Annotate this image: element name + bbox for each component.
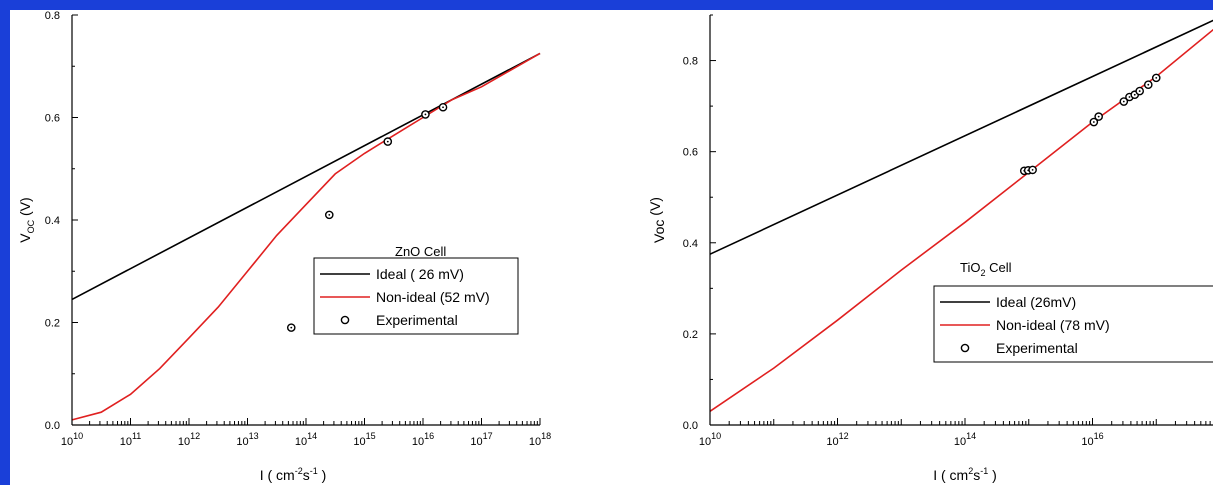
legend-label-2: Non-ideal (78 mV) — [996, 317, 1110, 333]
x-tick-label: 1014 — [954, 431, 976, 448]
x-tick-label: 1018 — [529, 431, 551, 448]
y-tick-label: 0.6 — [683, 147, 698, 159]
data-point-center — [424, 113, 427, 116]
legend-label-1: Ideal ( 26 mV) — [376, 266, 464, 282]
chart-panel-1: 0.0 0.2 0.4 0.6 0.8 1010 1011 1012 1013 1014 1015 1… — [17, 10, 551, 483]
legend-label-2: Non-ideal (52 mV) — [376, 289, 490, 305]
x-tick-label: 1012 — [178, 431, 200, 448]
legend-label-1: Ideal (26mV) — [996, 294, 1076, 310]
y-tick-label: 0.0 — [683, 420, 698, 432]
y-tick-label: 0.2 — [45, 318, 60, 330]
x-tick-label: 1017 — [470, 431, 492, 448]
data-point-center — [328, 213, 331, 216]
legend-label-3: Experimental — [996, 340, 1078, 356]
data-point-center — [442, 106, 444, 109]
legend-label-3: Experimental — [376, 312, 458, 328]
legend: Ideal (26mV) Non-ideal (78 mV) Experimenta… — [933, 285, 1213, 363]
y-axis-label: VOC (V) — [17, 197, 36, 242]
figure-frame: 0.0 0.2 0.4 0.6 0.8 1010 1011 1012 1013 1014 1015 1… — [10, 10, 1213, 485]
data-point-center — [386, 140, 389, 143]
y-tick-label: 0.4 — [683, 238, 698, 250]
chart-panel-2: 0.00.20.40.60.8101010121014101610I ( cm2… — [647, 14, 1213, 483]
series-line-2 — [71, 52, 541, 421]
cell-annotation: TiO2 Cell — [960, 260, 1012, 278]
data-point-center — [1092, 121, 1095, 123]
x-tick-label: 1014 — [295, 431, 317, 448]
x-axis-label: I ( cm-2s-1 ) — [260, 466, 327, 483]
x-tick-label: 1016 — [1081, 431, 1103, 448]
series-line-1 — [71, 52, 541, 301]
x-axis-label: I ( cm2s-1 ) — [933, 466, 997, 483]
y-tick-label: 0.2 — [683, 329, 698, 341]
legend-marker — [340, 315, 350, 325]
legend-box — [933, 285, 1213, 363]
data-point-center — [290, 326, 293, 329]
figure-canvas: 0.0 0.2 0.4 0.6 0.8 1010 1011 1012 1013 1014 1015 1… — [17, 10, 1213, 483]
legend-marker — [960, 343, 970, 353]
x-tick-label: 1010 — [699, 431, 721, 448]
series-line-1 — [709, 19, 1213, 255]
data-point-center — [1138, 90, 1141, 92]
data-point-center — [1128, 96, 1131, 98]
data-point-center — [1147, 83, 1150, 86]
data-point-center — [1133, 93, 1136, 96]
y-tick-label: 0.0 — [45, 420, 60, 432]
y-tick-label: 0.8 — [45, 10, 60, 22]
x-tick-label: 1013 — [236, 431, 258, 448]
data-point-center — [1031, 168, 1034, 171]
data-point-center — [1155, 76, 1158, 79]
data-point-center — [1097, 115, 1100, 118]
x-tick-label: 1016 — [412, 431, 434, 448]
x-tick-label: 1012 — [826, 431, 848, 448]
x-tick-label: 1010 — [61, 431, 83, 448]
x-tick-label: 1011 — [120, 431, 142, 448]
data-point-center — [1122, 100, 1125, 103]
cell-annotation: ZnO Cell — [395, 244, 446, 259]
y-tick-label: 0.8 — [683, 56, 698, 68]
legend: Ideal ( 26 mV) Non-ideal (52 mV) Experimen… — [313, 257, 519, 335]
x-tick-label: 1015 — [353, 431, 375, 448]
y-tick-label: 0.4 — [45, 215, 60, 227]
y-tick-label: 0.6 — [45, 113, 60, 125]
y-axis-label: Voc (V) — [647, 197, 667, 243]
